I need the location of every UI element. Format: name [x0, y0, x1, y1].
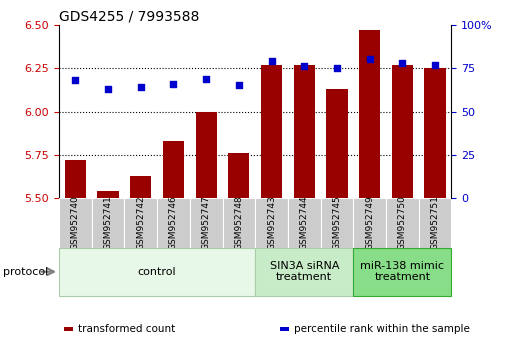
Bar: [65, 160, 86, 198]
Bar: [124, 198, 157, 248]
Text: GSM952749: GSM952749: [365, 196, 374, 250]
Bar: [321, 198, 353, 248]
Text: protocol: protocol: [3, 267, 48, 277]
Text: GSM952748: GSM952748: [234, 196, 243, 250]
Bar: [228, 153, 249, 198]
Text: GSM952743: GSM952743: [267, 196, 276, 250]
Text: GSM952741: GSM952741: [104, 196, 112, 250]
Text: miR-138 mimic
treatment: miR-138 mimic treatment: [361, 261, 444, 282]
Bar: [392, 65, 413, 198]
Bar: [190, 198, 223, 248]
Bar: [255, 198, 288, 248]
Point: [71, 78, 80, 83]
Text: GSM952747: GSM952747: [202, 196, 211, 250]
Bar: [326, 89, 348, 198]
Point: [366, 57, 374, 62]
Text: GSM952740: GSM952740: [71, 196, 80, 250]
Bar: [386, 198, 419, 248]
Bar: [59, 248, 255, 296]
Bar: [353, 198, 386, 248]
Bar: [359, 30, 380, 198]
Text: transformed count: transformed count: [78, 324, 175, 334]
Text: GSM952744: GSM952744: [300, 196, 309, 250]
Bar: [195, 112, 217, 198]
Bar: [288, 198, 321, 248]
Bar: [261, 65, 282, 198]
Bar: [293, 65, 315, 198]
Text: GSM952742: GSM952742: [136, 196, 145, 250]
Text: control: control: [138, 267, 176, 277]
Text: GSM952750: GSM952750: [398, 195, 407, 251]
Point: [333, 65, 341, 71]
Bar: [424, 68, 446, 198]
Point: [235, 82, 243, 88]
Bar: [97, 191, 119, 198]
Text: SIN3A siRNA
treatment: SIN3A siRNA treatment: [269, 261, 339, 282]
Bar: [353, 248, 451, 296]
Point: [431, 62, 439, 68]
Point: [267, 58, 275, 64]
Text: GSM952745: GSM952745: [332, 196, 342, 250]
Text: GDS4255 / 7993588: GDS4255 / 7993588: [59, 10, 200, 24]
Bar: [92, 198, 125, 248]
Point: [398, 60, 406, 66]
Bar: [419, 198, 451, 248]
Bar: [163, 141, 184, 198]
Bar: [130, 176, 151, 198]
Bar: [223, 198, 255, 248]
Text: GSM952746: GSM952746: [169, 196, 178, 250]
Bar: [255, 248, 353, 296]
Point: [202, 76, 210, 81]
Text: percentile rank within the sample: percentile rank within the sample: [293, 324, 469, 334]
Bar: [59, 198, 92, 248]
Point: [300, 64, 308, 69]
Text: GSM952751: GSM952751: [430, 195, 440, 251]
Point: [169, 81, 177, 87]
Point: [104, 86, 112, 92]
Point: [136, 84, 145, 90]
Bar: [157, 198, 190, 248]
